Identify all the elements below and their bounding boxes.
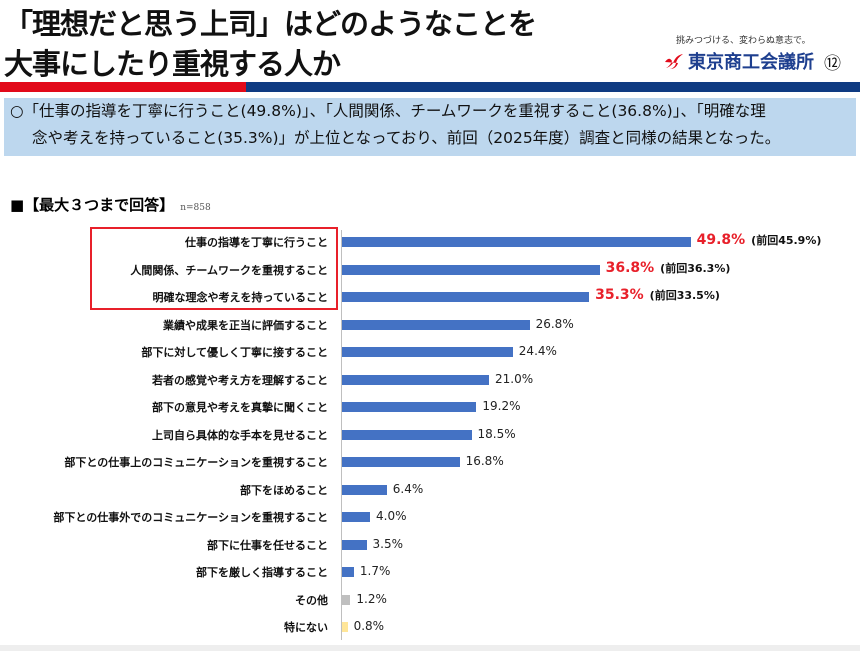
category-label: 人間関係、チームワークを重視すること	[130, 263, 328, 277]
value-text: 49.8%	[696, 232, 746, 248]
previous-value: (前回45.9%)	[751, 234, 822, 247]
value-label: 21.0%	[495, 372, 533, 386]
bar	[342, 484, 387, 495]
title-line-1: 「理想だと思う上司」はどのようなことを	[4, 7, 537, 41]
page-title: 「理想だと思う上司」はどのようなことを 大事にしたり重視する人か	[4, 4, 537, 84]
value-text: 35.3%	[595, 287, 644, 303]
value-text: 36.8%	[605, 259, 655, 276]
summary-line-1: ○「仕事の指導を丁寧に行うこと(49.8%)」、「人間関係、チームワークを重視す…	[10, 102, 766, 120]
value-text: 18.5%	[477, 426, 516, 441]
category-label: 業績や成果を正当に評価すること	[163, 318, 328, 332]
value-label: 24.4%	[519, 344, 557, 358]
chart-row: 部下を厳しく指導すること 1.7%	[0, 562, 860, 582]
chart-row: 部下との仕事上のコミュニケーションを重視すること 16.8%	[0, 452, 860, 472]
page-number: ⑫	[824, 53, 841, 74]
category-label: 仕事の指導を丁寧に行うこと	[185, 236, 328, 249]
bar	[342, 512, 370, 522]
category-label: その他	[295, 593, 328, 607]
category-label: 部下に仕事を任せること	[207, 538, 328, 552]
bar	[342, 347, 513, 357]
value-label: 35.3% (前回33.5%)	[595, 287, 720, 303]
bar	[342, 402, 477, 412]
chart-row: 部下の意見や考えを真摯に聞くこと 19.2%	[0, 397, 860, 417]
category-label: 若者の感覚や考え方を理解すること	[152, 373, 328, 387]
value-text: 16.8%	[465, 454, 504, 468]
bar	[342, 594, 351, 605]
bar	[342, 237, 691, 247]
bottom-strip	[0, 645, 860, 651]
value-text: 3.5%	[372, 536, 404, 551]
chart-heading: ■【最大３つまで回答】 n=858	[10, 194, 211, 215]
value-text: 1.7%	[359, 564, 391, 578]
value-text: 1.2%	[356, 591, 387, 606]
bar	[342, 292, 590, 302]
value-text: 0.8%	[353, 619, 385, 633]
value-label: 0.8%	[354, 619, 385, 633]
value-label: 49.8% (前回45.9%)	[697, 232, 822, 248]
org-name: 東京商工会議所	[688, 52, 814, 73]
chart-row: 部下をほめること 6.4%	[0, 480, 860, 500]
chart-row: 人間関係、チームワークを重視すること 36.8% (前回36.3%)	[0, 260, 860, 280]
bar	[342, 429, 472, 440]
category-label: 部下との仕事外でのコミュニケーションを重視すること	[53, 511, 328, 524]
chart-row: 仕事の指導を丁寧に行うこと 49.8% (前回45.9%)	[0, 232, 860, 252]
value-text: 21.0%	[495, 371, 534, 386]
value-label: 36.8% (前回36.3%)	[606, 260, 731, 276]
category-label: 部下との仕事上のコミュニケーションを重視すること	[64, 456, 328, 469]
category-label: 部下を厳しく指導すること	[196, 566, 328, 579]
heading-text: ■【最大３つまで回答】	[10, 196, 175, 214]
highlight-box	[90, 227, 338, 310]
chart-axis	[341, 230, 342, 640]
chart-row: 若者の感覚や考え方を理解すること 21.0%	[0, 370, 860, 390]
bar	[342, 567, 354, 577]
previous-value: (前回36.3%)	[660, 261, 731, 275]
value-text: 19.2%	[482, 399, 521, 413]
summary-box: ○「仕事の指導を丁寧に行うこと(49.8%)」、「人間関係、チームワークを重視す…	[4, 98, 856, 156]
header-divider-blue	[246, 82, 860, 92]
category-label: 部下の意見や考えを真摯に聞くこと	[152, 401, 328, 414]
value-label: 16.8%	[466, 454, 504, 468]
logo: 東京商工会議所 ⑫	[664, 48, 841, 74]
category-label: 部下をほめること	[240, 483, 328, 497]
chart-row: その他 1.2%	[0, 590, 860, 610]
bar	[342, 319, 530, 330]
chart-row: 業績や成果を正当に評価すること 26.8%	[0, 315, 860, 335]
title-line-2: 大事にしたり重視する人か	[4, 47, 341, 81]
bar	[342, 457, 460, 467]
value-label: 19.2%	[482, 399, 520, 413]
value-label: 4.0%	[376, 509, 407, 523]
bar	[342, 622, 348, 632]
value-text: 6.4%	[392, 481, 424, 496]
chart-row: 上司自ら具体的な手本を見せること 18.5%	[0, 425, 860, 445]
sample-size: n=858	[180, 203, 211, 213]
bar	[342, 264, 600, 275]
bar	[342, 539, 367, 550]
value-text: 24.4%	[518, 344, 557, 358]
category-label: 明確な理念や考えを持っていること	[152, 291, 328, 304]
summary-line-2: 念や考えを持っていること(35.3%)」が上位となっており、前回（2025年度）…	[32, 129, 781, 147]
category-label: 上司自ら具体的な手本を見せること	[152, 428, 328, 442]
slogan: 挑みつづける、変わらぬ意志で。	[676, 36, 811, 46]
category-label: 部下に対して優しく丁寧に接すること	[141, 346, 328, 359]
value-text: 26.8%	[535, 316, 574, 331]
value-label: 26.8%	[536, 317, 574, 331]
value-text: 4.0%	[376, 509, 407, 523]
value-label: 1.2%	[356, 592, 387, 606]
chart-row: 部下に仕事を任せること 3.5%	[0, 535, 860, 555]
chart-row: 部下に対して優しく丁寧に接すること 24.4%	[0, 342, 860, 362]
chart-row: 明確な理念や考えを持っていること 35.3% (前回33.5%)	[0, 287, 860, 307]
chart-row: 特にない 0.8%	[0, 617, 860, 637]
value-label: 1.7%	[360, 564, 391, 578]
value-label: 3.5%	[373, 537, 404, 551]
bar	[342, 374, 489, 385]
previous-value: (前回33.5%)	[649, 289, 720, 302]
value-label: 6.4%	[393, 482, 424, 496]
value-label: 18.5%	[478, 427, 516, 441]
header-divider-red	[0, 82, 246, 92]
category-label: 特にない	[284, 621, 328, 634]
logo-mark-icon	[665, 54, 683, 69]
chart-row: 部下との仕事外でのコミュニケーションを重視すること 4.0%	[0, 507, 860, 527]
